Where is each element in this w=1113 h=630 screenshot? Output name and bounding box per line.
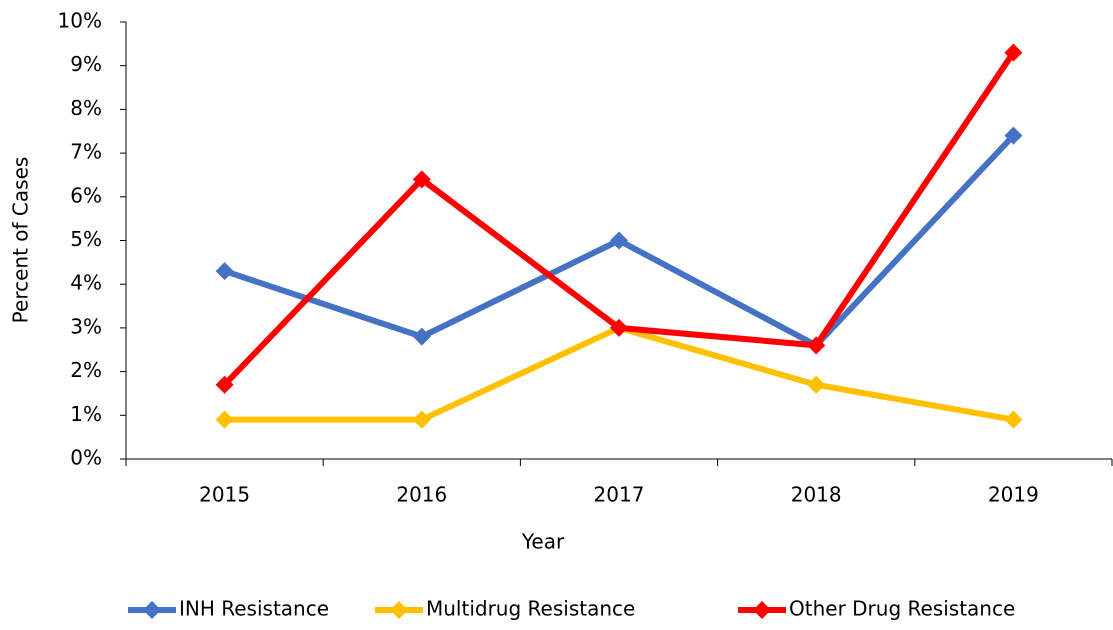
x-axis-label: Year: [521, 530, 565, 554]
marker: [215, 262, 234, 281]
x-tick-label: 2016: [396, 483, 447, 507]
y-tick-label: 1%: [70, 402, 102, 426]
y-tick-label: 10%: [58, 9, 102, 33]
y-tick-label: 3%: [70, 314, 102, 338]
y-tick-label: 4%: [70, 271, 102, 295]
marker: [1004, 410, 1023, 429]
legend-label: Other Drug Resistance: [789, 597, 1015, 621]
legend-label: Multidrug Resistance: [426, 597, 635, 621]
legend-marker: [143, 601, 161, 619]
x-tick-label: 2018: [791, 483, 842, 507]
y-tick-label: 2%: [70, 358, 102, 382]
legend-marker: [390, 601, 408, 619]
marker: [1004, 126, 1023, 145]
marker: [807, 336, 826, 355]
y-tick-label: 0%: [70, 446, 102, 470]
x-tick-label: 2015: [199, 483, 250, 507]
y-tick-label: 5%: [70, 227, 102, 251]
marker: [412, 170, 431, 189]
marker: [807, 375, 826, 394]
marker: [610, 231, 628, 250]
marker: [215, 375, 234, 394]
x-tick-label: 2019: [988, 483, 1039, 507]
marker: [215, 410, 234, 429]
series-line: [224, 324, 1014, 423]
legend-marker: [753, 601, 771, 619]
y-tick-label: 7%: [70, 140, 102, 164]
y-tick-label: 6%: [70, 183, 102, 207]
y-tick-label: 8%: [70, 96, 102, 120]
marker: [412, 327, 431, 346]
y-axis-label: Percent of Cases: [9, 157, 33, 324]
marker: [1004, 43, 1023, 62]
y-tick-label: 9%: [70, 52, 102, 76]
marker: [610, 318, 628, 337]
legend-label: INH Resistance: [179, 597, 329, 621]
marker: [412, 410, 431, 429]
x-tick-label: 2017: [594, 483, 645, 507]
